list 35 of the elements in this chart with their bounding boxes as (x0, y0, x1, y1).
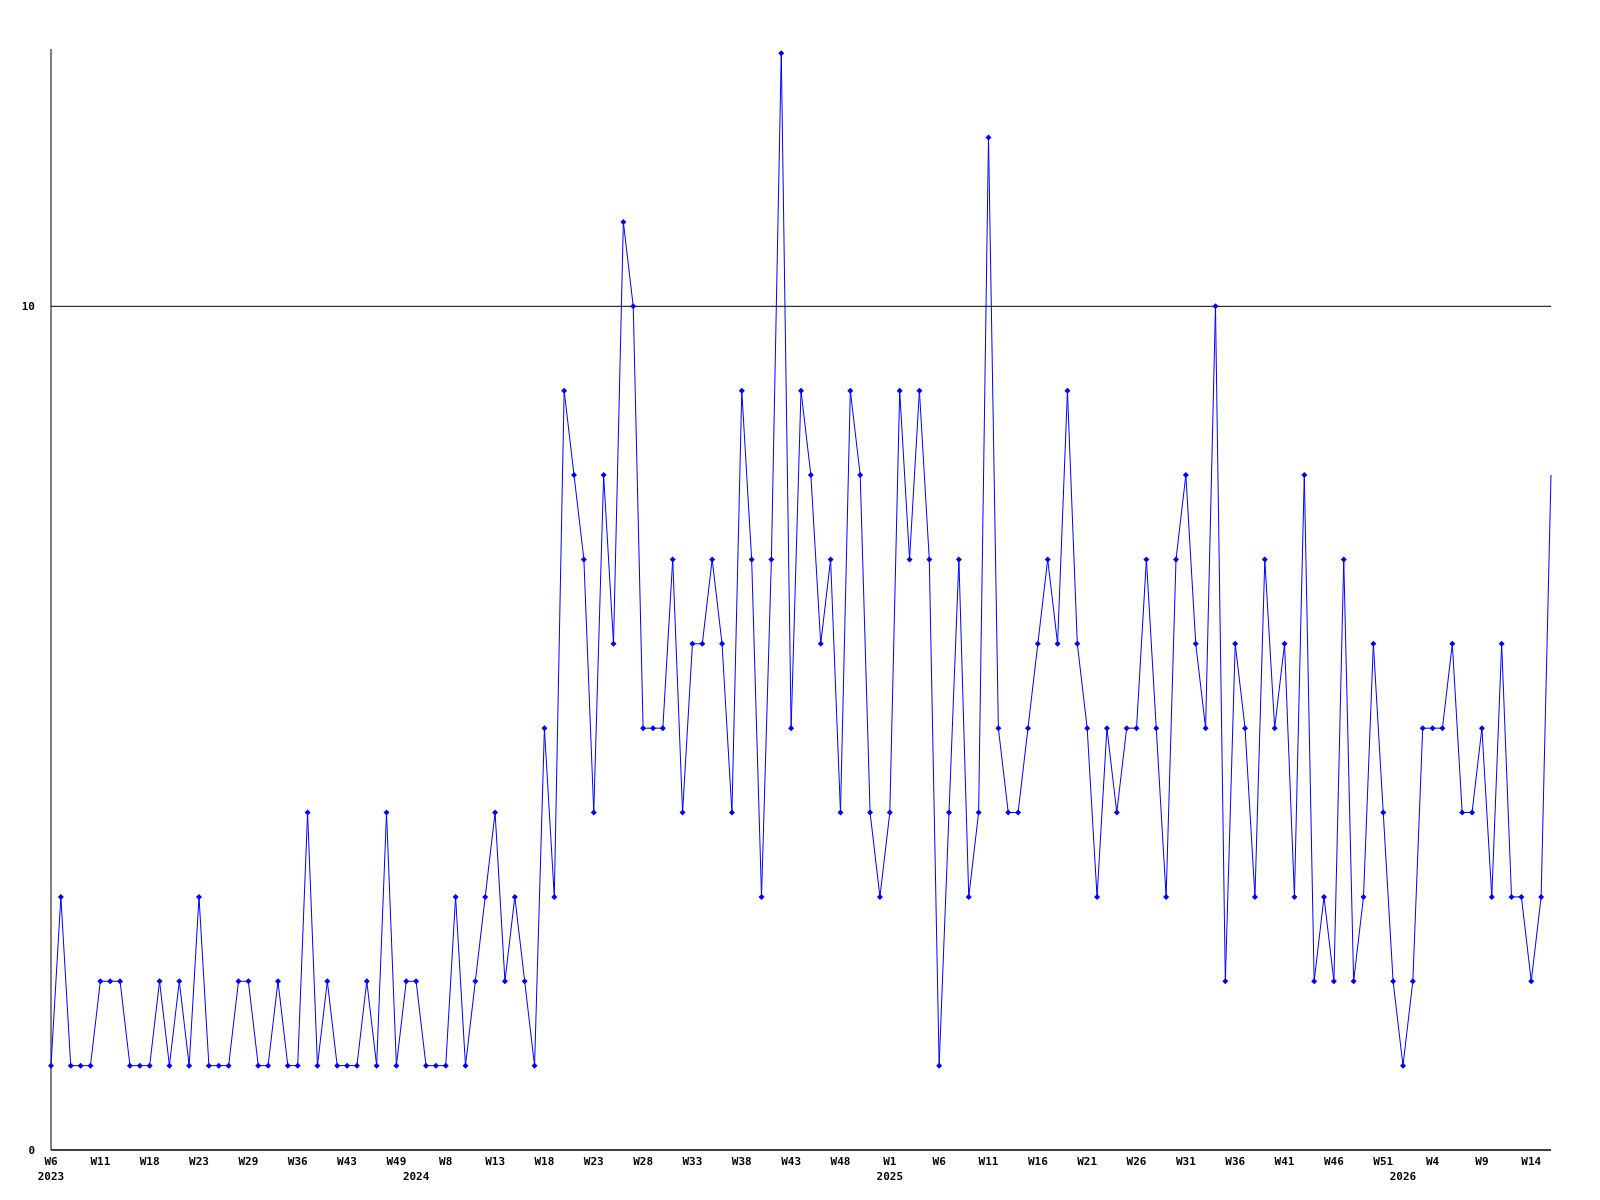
x-tick-label: W18 (534, 1155, 555, 1168)
x-tick-label: W4 (1425, 1155, 1440, 1168)
x-tick-label: W23 (583, 1155, 604, 1168)
x-tick-label: W41 (1274, 1155, 1295, 1168)
x-tick-label: W11 (978, 1155, 999, 1168)
x-tick-label: W16 (1027, 1155, 1049, 1168)
y-tick-label: 10 (21, 300, 35, 314)
x-tick-label: W28 (633, 1155, 654, 1168)
x-tick-label: W11 (90, 1155, 111, 1168)
x-tick-label: W21 (1077, 1155, 1098, 1168)
x-tick-label: W1 2025 (876, 1155, 904, 1183)
x-tick-label: W38 (731, 1155, 752, 1168)
x-tick-label: W6 2023 (37, 1155, 65, 1183)
x-tick-label: W51 (1373, 1155, 1394, 1168)
x-tick-label: W8 (439, 1155, 453, 1168)
x-tick-label: W33 (682, 1155, 703, 1168)
x-tick-label: W29 (238, 1155, 259, 1168)
x-tick-label: 2024 (402, 1170, 430, 1183)
x-tick-label: W49 (386, 1155, 407, 1168)
x-tick-label: W26 (1126, 1155, 1147, 1168)
x-tick-label: W43 (337, 1155, 357, 1168)
x-tick-label: W48 (830, 1155, 851, 1168)
y-tick-label: 0 (28, 1143, 35, 1157)
x-tick-label: W23 (189, 1155, 209, 1168)
x-tick-label: W31 (1175, 1155, 1197, 1168)
x-tick-label: W14 (1521, 1155, 1542, 1168)
x-tick-label: W9 (1475, 1155, 1489, 1168)
x-tick-label: W36 (287, 1155, 309, 1168)
x-tick-label: W13 (485, 1155, 506, 1168)
x-tick-label: W6 (932, 1155, 947, 1168)
x-tick-label: W18 (139, 1155, 160, 1168)
x-tick-label: W46 (1323, 1155, 1345, 1168)
x-tick-label: W43 (781, 1155, 802, 1168)
x-tick-label: W36 (1225, 1155, 1246, 1168)
x-tick-label: 2026 (1389, 1170, 1417, 1183)
